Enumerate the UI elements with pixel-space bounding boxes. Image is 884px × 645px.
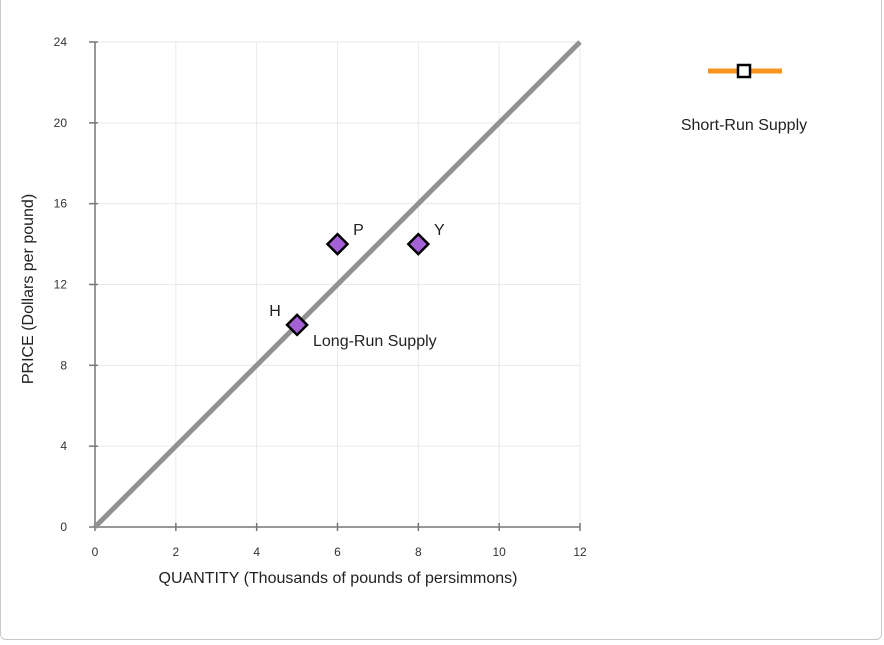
point-y-marker[interactable]	[406, 232, 431, 256]
x-tick-label: 4	[253, 545, 260, 559]
x-tick-label: 10	[492, 545, 506, 559]
point-h-label: H	[269, 303, 281, 320]
y-tick-label: 0	[60, 520, 67, 534]
y-tick-label: 20	[54, 116, 68, 130]
series-layer: Long-Run Supply	[93, 40, 582, 529]
point-p-marker[interactable]	[325, 232, 350, 256]
point-p-label: P	[353, 222, 364, 239]
long-run-supply-label: Long-Run Supply	[313, 333, 437, 350]
x-tick-label: 0	[92, 545, 99, 559]
point-h-marker[interactable]	[285, 313, 309, 337]
y-tick-label: 4	[60, 439, 67, 453]
y-tick-label: 16	[54, 197, 68, 211]
y-tick-label: 8	[60, 358, 67, 372]
points-layer[interactable]: H P Y	[269, 222, 445, 337]
x-tick-label: 12	[573, 545, 587, 559]
x-axis-label: QUANTITY (Thousands of pounds of persimm…	[159, 570, 518, 587]
y-tick-label: 12	[54, 278, 68, 292]
legend-short-run-supply-label: Short-Run Supply	[681, 117, 807, 134]
x-tick-label: 6	[334, 545, 341, 559]
point-y-label: Y	[434, 222, 445, 239]
x-tick-label: 2	[172, 545, 179, 559]
legend-short-run-supply-marker[interactable]	[736, 63, 752, 79]
long-run-supply-line[interactable]	[93, 40, 582, 529]
x-tick-label: 8	[415, 545, 422, 559]
legend[interactable]: Short-Run Supply	[681, 63, 807, 134]
y-tick-label: 24	[54, 35, 68, 49]
y-axis-label: PRICE (Dollars per pound)	[20, 194, 37, 384]
